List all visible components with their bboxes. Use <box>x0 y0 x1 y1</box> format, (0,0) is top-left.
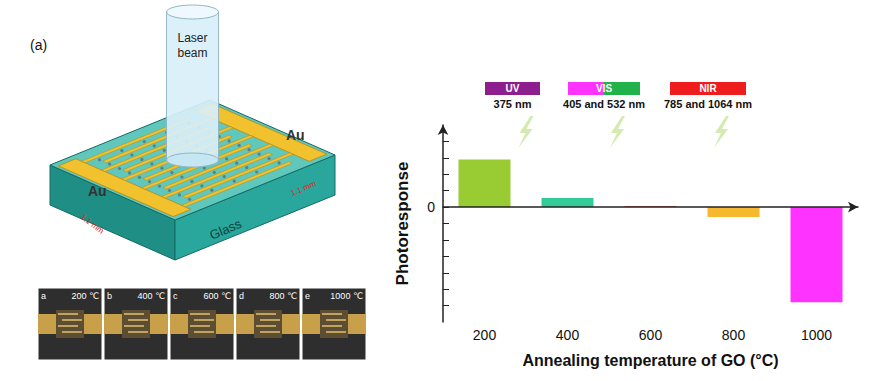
svg-text:Au: Au <box>88 183 107 199</box>
svg-text:400: 400 <box>556 327 580 343</box>
svg-text:Photoresponse: Photoresponse <box>393 162 412 286</box>
svg-text:0: 0 <box>427 199 435 215</box>
svg-text:800: 800 <box>722 327 746 343</box>
svg-text:UV: UV <box>506 83 520 94</box>
svg-text:(a): (a) <box>30 37 47 53</box>
svg-text:Glass: Glass <box>207 216 244 243</box>
svg-text:e: e <box>305 291 310 301</box>
svg-text:NIR: NIR <box>699 83 717 94</box>
svg-text:1.1 mm: 1.1 mm <box>289 179 317 198</box>
svg-text:Annealing temperature of GO (°: Annealing temperature of GO (°C) <box>522 352 778 369</box>
svg-text:405 and 532 nm: 405 and 532 nm <box>563 98 645 110</box>
svg-text:785 and 1064 nm: 785 and 1064 nm <box>664 98 752 110</box>
svg-text:d: d <box>239 291 244 301</box>
svg-text:b: b <box>107 291 112 301</box>
svg-text:200 ℃: 200 ℃ <box>71 291 99 301</box>
svg-text:c: c <box>173 291 178 301</box>
svg-text:1000 ℃: 1000 ℃ <box>330 291 363 301</box>
svg-text:400 ℃: 400 ℃ <box>137 291 165 301</box>
svg-text:800 ℃: 800 ℃ <box>269 291 297 301</box>
svg-text:200: 200 <box>473 327 497 343</box>
svg-text:Laser: Laser <box>177 31 207 45</box>
svg-text:Au: Au <box>286 127 305 143</box>
svg-text:375 nm: 375 nm <box>494 98 532 110</box>
svg-text:600: 600 <box>639 327 663 343</box>
svg-text:VIS: VIS <box>596 83 612 94</box>
svg-text:beam: beam <box>177 46 207 60</box>
svg-text:1.1 mm: 1.1 mm <box>79 212 106 235</box>
svg-text:a: a <box>41 291 46 301</box>
svg-text:600 ℃: 600 ℃ <box>203 291 231 301</box>
svg-text:1000: 1000 <box>801 327 832 343</box>
